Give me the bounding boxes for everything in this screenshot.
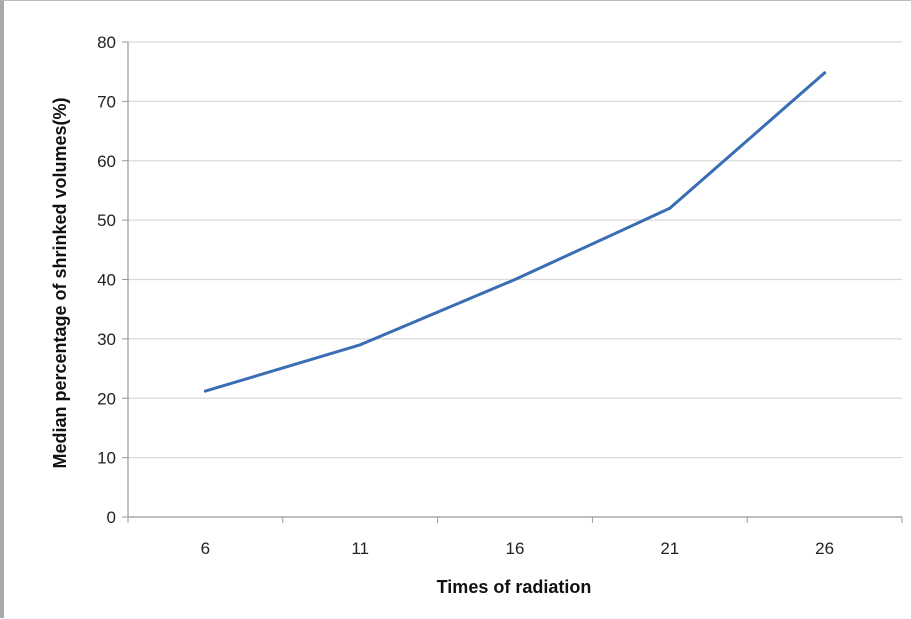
series-line <box>203 71 827 393</box>
x-tick-label: 21 <box>660 539 679 558</box>
x-tick-label: 11 <box>351 539 369 558</box>
x-axis-title: Times of radiation <box>437 577 592 597</box>
y-axis-title: Median percentage of shrinked volumes(%) <box>50 97 70 468</box>
data-point <box>668 206 672 210</box>
line-chart: 0 10 20 30 40 50 60 70 80 6 11 16 21 26 Times of rad… <box>50 33 903 597</box>
y-tick-label: 40 <box>97 271 116 290</box>
y-tick-label: 50 <box>97 211 116 230</box>
data-point <box>358 343 362 347</box>
y-tick-label: 10 <box>97 449 116 468</box>
y-tick-label: 20 <box>97 389 116 408</box>
data-point <box>823 71 827 75</box>
gridlines <box>128 41 902 459</box>
y-tick-labels: 0 10 20 30 40 50 60 70 80 <box>97 33 116 527</box>
x-tick-labels: 6 11 16 21 26 <box>201 539 834 558</box>
y-tick-label: 30 <box>97 330 116 349</box>
data-point <box>203 389 207 393</box>
data-point <box>513 278 517 281</box>
x-tick-label: 16 <box>506 539 525 558</box>
axes <box>122 41 903 523</box>
y-tick-label: 80 <box>97 33 116 52</box>
y-tick-label: 60 <box>97 152 116 171</box>
series <box>203 71 827 393</box>
x-tick-label: 26 <box>815 539 834 558</box>
x-tick-label: 6 <box>201 539 210 558</box>
y-tick-label: 0 <box>107 508 116 527</box>
y-tick-label: 70 <box>97 92 116 111</box>
